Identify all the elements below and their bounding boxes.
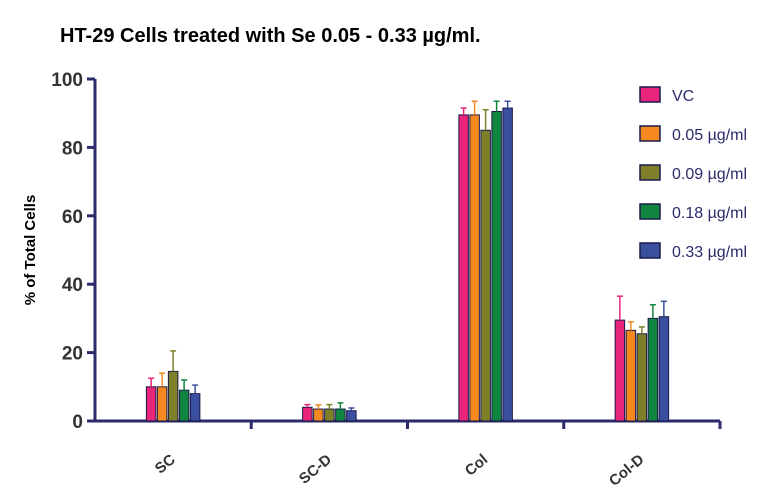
bar [313,408,324,422]
legend-label: 0.05 µg/ml [672,127,747,144]
bar [469,114,480,422]
y-tick-label: 40 [62,275,83,296]
bar [614,319,626,422]
bar [302,406,313,422]
legend-swatch [639,86,661,103]
bar [145,386,157,422]
legend-label: 0.18 µg/ml [672,205,747,222]
legend-label: 0.09 µg/ml [672,166,747,183]
bar [156,386,168,422]
legend-swatch [639,125,661,142]
bar [636,333,648,422]
bars [145,100,670,422]
bar [480,129,491,422]
y-tick-label: 20 [62,344,83,365]
legend-swatch [639,164,661,181]
bar [458,114,469,422]
bar [178,389,190,422]
bar [335,408,346,422]
bar [502,107,513,422]
bar [324,408,335,422]
legend-swatch [639,242,661,259]
y-tick-label: 100 [51,70,83,91]
x-categories: SC SC-D Col Col-D [152,421,722,490]
y-tick-label: 80 [62,138,83,159]
y-ticks: 0 20 40 60 80 100 [51,70,95,433]
bar [189,393,201,422]
x-category-label: SC-D [296,451,335,488]
bar [346,410,357,422]
x-category-label: SC [152,451,179,478]
legend-swatch [639,203,661,220]
chart-title: HT-29 Cells treated with Se 0.05 - 0.33 … [60,25,481,47]
y-axis-label: % of Total Cells [22,195,39,306]
bar [658,316,670,422]
legend: VC 0.05 µg/ml 0.09 µg/ml 0.18 µg/ml 0.33 µg/… [639,86,747,261]
bar [647,317,659,422]
y-tick-label: 60 [62,207,83,228]
bar [625,329,637,422]
legend-label: VC [672,88,694,105]
x-category-label: Col-D [606,451,648,490]
legend-label: 0.33 µg/ml [672,244,747,261]
x-category-label: Col [462,451,491,480]
y-tick-label: 0 [72,412,83,433]
bar [167,370,179,422]
bar [491,110,502,422]
